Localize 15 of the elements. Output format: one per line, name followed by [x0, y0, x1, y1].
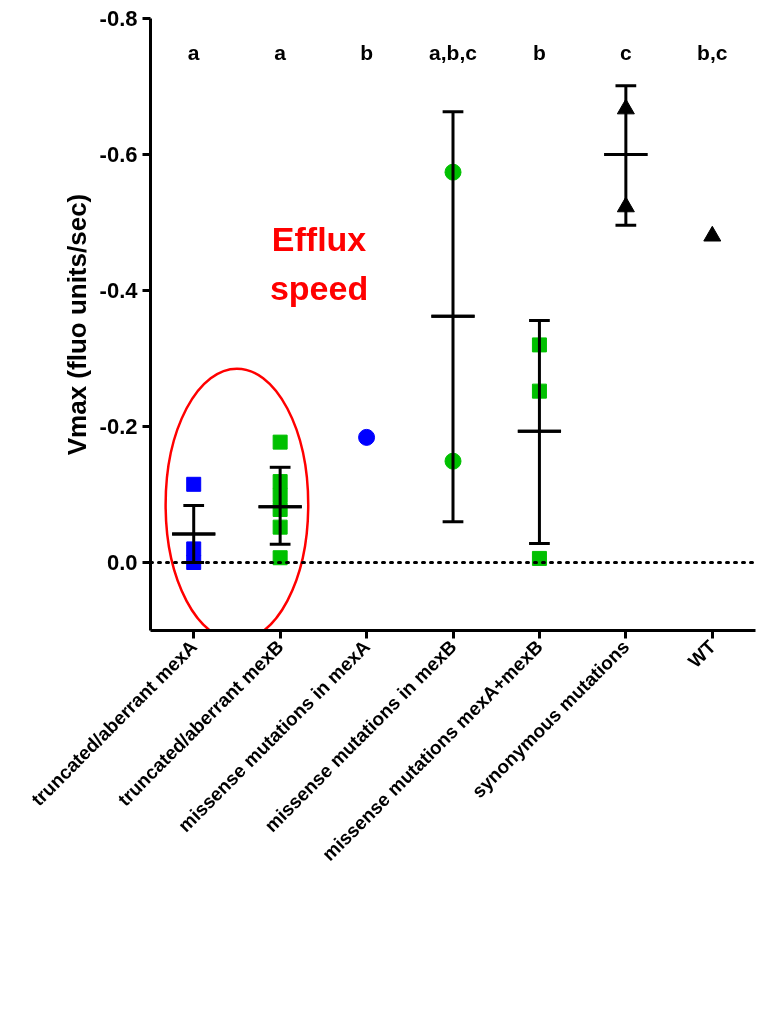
annotation: Efflux speed	[269, 219, 369, 307]
annotation: a	[187, 41, 200, 64]
annotation: c	[620, 41, 633, 64]
y-tick-label: -0.6	[99, 142, 138, 167]
y-axis-title: Vmax (fluo units/sec)	[61, 193, 92, 456]
annotation: b,c	[697, 41, 728, 64]
x-tick-label: WT	[683, 635, 720, 672]
annotation: b	[533, 41, 546, 64]
annotation: b	[360, 41, 373, 64]
y-tick-label: -0.4	[99, 278, 139, 303]
y-tick-label: -0.8	[99, 6, 138, 31]
annotation: a,b,c	[429, 41, 478, 64]
y-tick-label: -0.2	[99, 414, 138, 439]
annotation: a	[274, 41, 287, 64]
y-tick-label: 0.0	[106, 550, 138, 575]
